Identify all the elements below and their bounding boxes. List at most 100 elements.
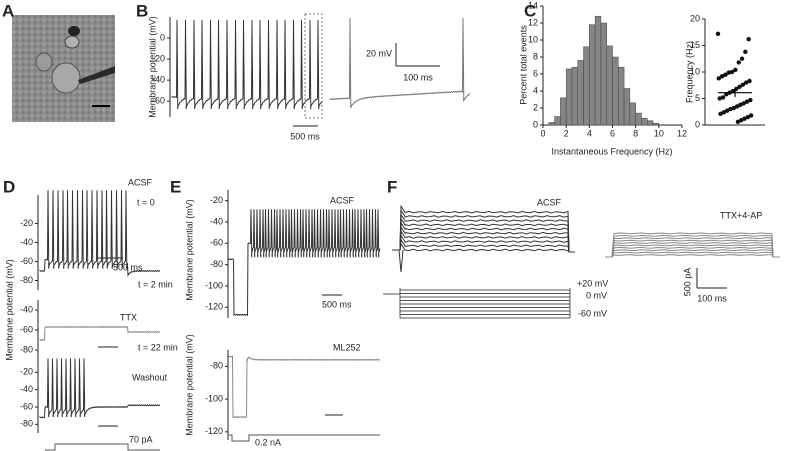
bar	[560, 97, 567, 126]
point	[743, 80, 749, 85]
scale-label: 20 mV	[366, 48, 392, 58]
panel-label: B	[136, 1, 148, 20]
current-trace	[605, 249, 780, 258]
y-tick-label: -80	[20, 344, 33, 354]
bar	[641, 117, 648, 126]
current-trace	[605, 232, 780, 258]
point	[741, 101, 746, 106]
bar	[618, 66, 625, 126]
trace	[228, 209, 381, 317]
current-trace	[392, 234, 575, 253]
current-trace	[392, 238, 575, 253]
panel-label: E	[170, 177, 181, 196]
y-tick-label: 2	[533, 102, 538, 112]
point	[716, 76, 722, 81]
bar	[583, 46, 590, 126]
y-tick-label: -80	[210, 259, 223, 269]
annotation: t = 22 min	[138, 342, 178, 352]
panel-label: C	[524, 1, 536, 20]
y-tick-label: -80	[210, 361, 223, 371]
point	[728, 106, 733, 112]
artifact	[398, 249, 404, 273]
current-trace	[392, 217, 575, 253]
annotation: 500 ms	[322, 299, 352, 309]
y-tick-label: 6	[533, 68, 538, 78]
y-tick-label: -40	[152, 75, 165, 85]
annotation: ACSF	[537, 197, 562, 207]
y-tick-label: -20	[20, 367, 33, 377]
trace	[329, 17, 471, 109]
bar	[652, 123, 660, 126]
y-tick-label: 0	[160, 32, 165, 42]
current-trace	[605, 251, 780, 258]
current-trace	[605, 244, 780, 258]
y-tick-label: 12	[528, 17, 538, 27]
y-axis-label: Membrane potential (mV)	[4, 259, 14, 361]
point	[744, 99, 750, 104]
point	[739, 56, 745, 61]
bar	[606, 45, 613, 126]
point	[719, 74, 725, 79]
current-trace	[392, 242, 575, 253]
y-axis-label: Percent total events	[518, 25, 528, 105]
point	[740, 82, 746, 87]
point	[723, 72, 728, 77]
annotation: ML252	[333, 342, 361, 352]
x-tick-label: 12	[677, 128, 687, 138]
scale-label: 500 ms	[290, 131, 320, 141]
current-trace	[605, 237, 780, 258]
x-tick-label: 4	[587, 128, 592, 138]
scale-label: 500 pA	[682, 268, 692, 297]
y-tick-label: -100	[205, 393, 223, 403]
y-tick-label: 5	[695, 93, 700, 103]
point	[718, 111, 723, 117]
y-tick-label: 10	[528, 34, 538, 44]
point	[738, 102, 743, 108]
y-axis-label: Membrane potential (mV)	[147, 16, 157, 118]
bar	[629, 102, 636, 126]
annotation: +20 mV	[577, 278, 608, 288]
bar	[565, 68, 573, 126]
annotation: 70 pA	[129, 434, 153, 444]
bar	[577, 60, 584, 126]
trace	[39, 358, 161, 419]
point	[715, 31, 721, 37]
y-tick-label: -40	[20, 384, 33, 394]
current-step	[229, 434, 380, 442]
y-tick-label: 4	[533, 85, 538, 95]
bar	[600, 22, 607, 126]
y-tick-label: -20	[210, 195, 223, 205]
annotation: ACSF	[128, 177, 153, 187]
point	[729, 69, 735, 75]
y-tick-label: -60	[210, 238, 223, 248]
y-tick-label: -120	[205, 302, 223, 312]
annotation: t = 2 min	[138, 279, 173, 289]
point	[724, 108, 730, 113]
point	[745, 114, 751, 120]
annotation: t = 0	[137, 197, 155, 207]
point	[743, 49, 748, 55]
y-tick-label: 8	[533, 51, 538, 61]
current-trace	[605, 242, 780, 258]
point	[734, 104, 740, 109]
x-tick-label: 10	[654, 128, 664, 138]
y-axis-label: Frequency (Hz)	[684, 41, 694, 103]
y-tick-label: -60	[152, 96, 165, 106]
x-tick-label: 2	[564, 128, 569, 138]
annotation: 0 mV	[586, 290, 607, 300]
annotation: 500 ms	[113, 262, 143, 272]
point	[726, 70, 731, 75]
scale-label: 100 ms	[403, 72, 433, 82]
bar	[571, 66, 578, 126]
point	[733, 67, 738, 73]
trace	[171, 20, 323, 110]
y-tick-label: 0	[695, 119, 700, 129]
y-tick-label: -60	[20, 256, 33, 266]
current-trace	[392, 221, 575, 253]
point	[717, 96, 722, 101]
y-tick-label: 14	[528, 0, 538, 10]
bar	[635, 112, 642, 126]
bar	[589, 24, 596, 126]
point	[746, 36, 751, 42]
